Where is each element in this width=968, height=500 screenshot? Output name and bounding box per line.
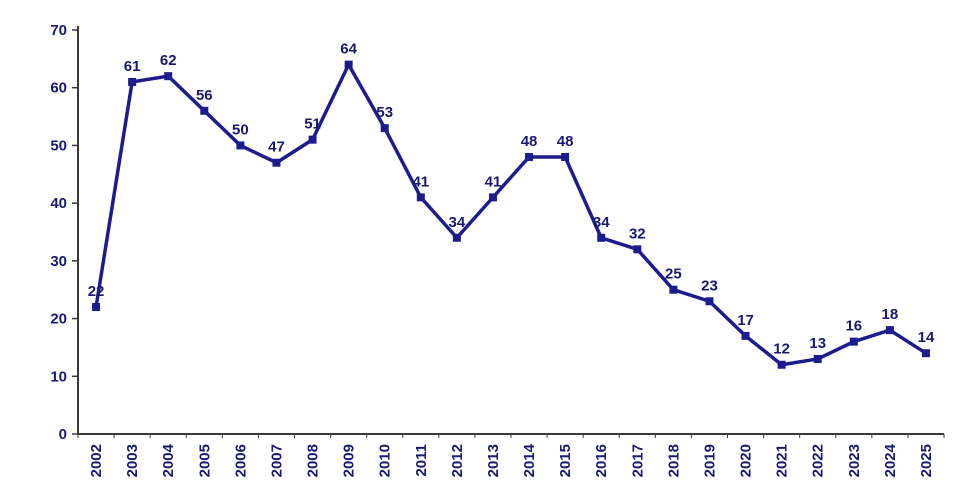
data-point-marker — [416, 193, 425, 202]
data-point-label: 18 — [882, 306, 899, 323]
data-point-label: 41 — [412, 173, 429, 190]
data-point-marker — [92, 303, 101, 312]
data-point-label: 48 — [557, 133, 574, 150]
data-point-label: 51 — [304, 116, 321, 133]
data-point-marker — [525, 152, 534, 161]
data-point-label: 34 — [449, 214, 466, 231]
data-point-label: 53 — [376, 104, 393, 121]
x-tick-label: 2019 — [701, 444, 718, 477]
data-point-label: 61 — [124, 58, 141, 75]
x-tick-label: 2003 — [124, 444, 141, 477]
x-tick-label: 2006 — [232, 444, 249, 477]
x-tick-label: 2012 — [449, 444, 466, 477]
data-point-label: 12 — [773, 341, 790, 358]
data-point-marker — [741, 331, 750, 340]
x-tick-label: 2009 — [341, 444, 358, 477]
data-point-marker — [849, 337, 858, 346]
data-point-marker — [813, 354, 822, 363]
data-point-label: 32 — [629, 225, 646, 242]
data-point-label: 34 — [593, 214, 610, 231]
data-point-label: 56 — [196, 87, 213, 104]
data-point-marker — [308, 135, 317, 144]
data-point-label: 48 — [521, 133, 538, 150]
x-tick-label: 2008 — [305, 444, 322, 477]
data-point-marker — [128, 77, 137, 86]
data-point-label: 22 — [88, 283, 105, 300]
y-tick-label: 30 — [50, 253, 67, 270]
data-point-marker — [669, 285, 678, 294]
x-tick-label: 2017 — [629, 444, 646, 477]
x-tick-label: 2013 — [485, 444, 502, 477]
data-point-marker — [561, 152, 570, 161]
x-tick-label: 2022 — [810, 444, 827, 477]
x-tick-label: 2016 — [593, 444, 610, 477]
data-point-marker — [164, 72, 173, 81]
x-tick-label: 2011 — [413, 444, 430, 477]
data-point-label: 17 — [737, 312, 754, 329]
x-tick-label: 2002 — [88, 444, 105, 477]
y-tick-label: 20 — [50, 311, 67, 328]
data-point-marker — [452, 233, 461, 242]
data-point-marker — [380, 124, 389, 133]
data-point-marker — [236, 141, 245, 150]
data-point-label: 25 — [665, 266, 682, 283]
y-tick-label: 60 — [50, 80, 67, 97]
x-tick-label: 2024 — [882, 443, 899, 477]
x-tick-label: 2015 — [557, 444, 574, 477]
x-tick-label: 2010 — [377, 444, 394, 477]
y-tick-label: 10 — [50, 368, 67, 385]
data-point-label: 50 — [232, 121, 249, 138]
data-point-label: 23 — [701, 277, 718, 294]
data-point-marker — [921, 349, 930, 358]
x-tick-label: 2018 — [665, 444, 682, 477]
data-point-marker — [344, 60, 353, 69]
y-tick-label: 0 — [59, 426, 67, 443]
data-point-label: 47 — [268, 139, 285, 156]
x-tick-label: 2023 — [846, 444, 863, 477]
data-point-label: 62 — [160, 52, 177, 69]
data-point-label: 41 — [485, 173, 502, 190]
data-point-marker — [705, 297, 714, 306]
y-tick-label: 40 — [50, 195, 67, 212]
data-point-label: 64 — [340, 41, 357, 58]
data-point-label: 14 — [918, 329, 935, 346]
data-line — [94, 60, 927, 367]
x-tick-label: 2004 — [160, 443, 177, 477]
data-point-marker — [200, 106, 209, 115]
x-tick-label: 2020 — [738, 444, 755, 477]
data-point-marker — [633, 245, 642, 254]
data-point-label: 16 — [845, 318, 862, 335]
data-point-marker — [885, 326, 894, 335]
data-point-marker — [597, 233, 606, 242]
y-tick-label: 50 — [50, 137, 67, 154]
data-point-marker — [777, 360, 786, 369]
x-tick-label: 2025 — [918, 444, 935, 477]
data-point-marker — [272, 158, 281, 167]
x-tick-label: 2005 — [196, 444, 213, 477]
y-tick-label: 70 — [50, 22, 67, 39]
data-point-label: 13 — [809, 335, 826, 352]
x-tick-label: 2007 — [268, 444, 285, 477]
x-tick-label: 2014 — [521, 443, 538, 477]
x-tick-label: 2021 — [774, 444, 791, 477]
data-point-marker — [488, 193, 497, 202]
